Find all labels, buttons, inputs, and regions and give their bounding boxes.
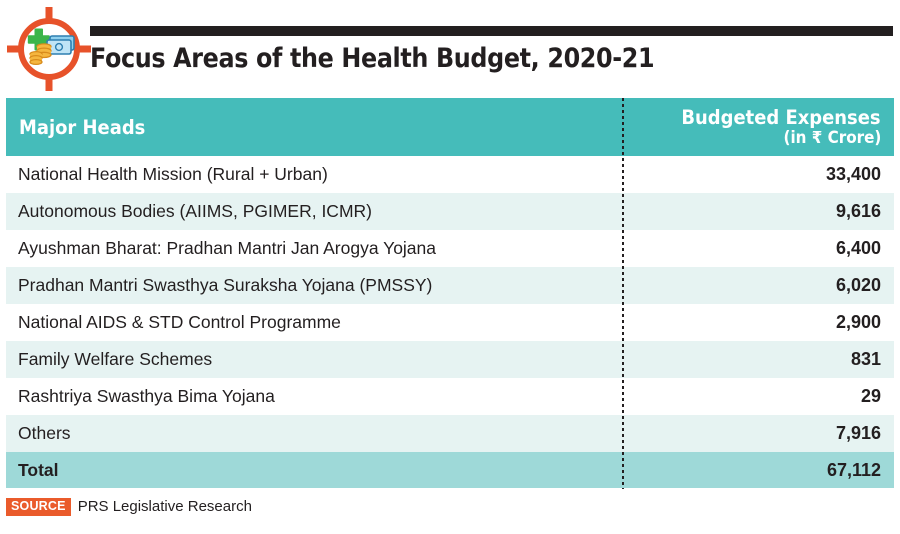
row-value: 33,400 xyxy=(825,164,881,184)
row-value: 9,616 xyxy=(835,201,881,221)
title-block: Focus Areas of the Health Budget, 2020-2… xyxy=(90,26,894,74)
table-row: Family Welfare Schemes 831 xyxy=(6,341,894,378)
row-value: 831 xyxy=(850,349,881,369)
title-divider-rule xyxy=(90,26,893,36)
table-row: Autonomous Bodies (AIIMS, PGIMER, ICMR) … xyxy=(6,193,894,230)
header: Focus Areas of the Health Budget, 2020-2… xyxy=(0,0,900,92)
column-header-budgeted-expenses-label: Budgeted Expenses xyxy=(681,105,881,129)
budget-table: Major Heads Budgeted Expenses (in ₹ Cror… xyxy=(6,98,894,489)
column-header-budgeted-expenses: Budgeted Expenses (in ₹ Crore) xyxy=(622,98,894,156)
table-row: Others 7,916 xyxy=(6,415,894,452)
row-value: 6,400 xyxy=(835,238,881,258)
table-row: Rashtriya Swasthya Bima Yojana 29 xyxy=(6,378,894,415)
table-row: Pradhan Mantri Swasthya Suraksha Yojana … xyxy=(6,267,894,304)
table-total-row: Total 67,112 xyxy=(6,452,894,488)
row-head: National Health Mission (Rural + Urban) xyxy=(18,164,328,184)
source-text: PRS Legislative Research xyxy=(77,498,252,516)
row-head: Rashtriya Swasthya Bima Yojana xyxy=(18,386,275,406)
total-value: 67,112 xyxy=(826,459,881,480)
table-row: National AIDS & STD Control Programme 2,… xyxy=(6,304,894,341)
row-head: Autonomous Bodies (AIIMS, PGIMER, ICMR) xyxy=(18,201,372,221)
health-budget-target-icon xyxy=(6,6,92,92)
column-header-major-heads-label: Major Heads xyxy=(19,115,146,139)
row-head: Ayushman Bharat: Pradhan Mantri Jan Arog… xyxy=(18,238,437,258)
source-line: SOURCE PRS Legislative Research xyxy=(6,498,252,516)
column-header-budgeted-expenses-unit: (in ₹ Crore) xyxy=(783,128,881,148)
source-badge: SOURCE xyxy=(6,498,71,516)
table-row: National Health Mission (Rural + Urban) … xyxy=(6,156,894,193)
row-value: 7,916 xyxy=(835,423,881,443)
row-head: National AIDS & STD Control Programme xyxy=(18,312,341,332)
column-header-major-heads: Major Heads xyxy=(6,98,622,156)
table-header-row: Major Heads Budgeted Expenses (in ₹ Cror… xyxy=(6,98,894,156)
row-value: 2,900 xyxy=(835,312,881,332)
row-value: 29 xyxy=(860,386,881,406)
column-divider-dotted xyxy=(622,98,624,489)
total-label: Total xyxy=(18,459,59,480)
page-title: Focus Areas of the Health Budget, 2020-2… xyxy=(90,43,655,74)
table-row: Ayushman Bharat: Pradhan Mantri Jan Arog… xyxy=(6,230,894,267)
row-head: Family Welfare Schemes xyxy=(18,349,213,369)
row-head: Others xyxy=(18,423,71,443)
row-head: Pradhan Mantri Swasthya Suraksha Yojana … xyxy=(18,275,433,295)
row-value: 6,020 xyxy=(835,275,881,295)
